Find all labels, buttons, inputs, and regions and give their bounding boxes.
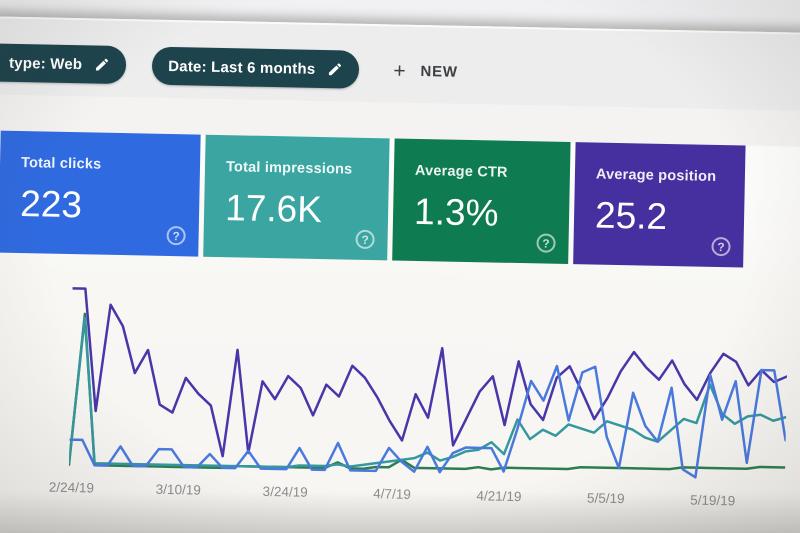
average-position-card[interactable]: Average position 25.2 ? — [573, 142, 746, 268]
date-range-chip[interactable]: Date: Last 6 months — [151, 46, 360, 89]
card-label: Average position — [595, 166, 717, 185]
x-axis-labels: 2/24/19 3/10/19 3/24/19 4/7/19 4/21/19 5/5/19… — [49, 480, 784, 520]
average-position-line — [69, 288, 788, 467]
new-filter-button[interactable]: + NEW — [393, 58, 459, 83]
help-icon[interactable]: ? — [711, 236, 731, 257]
card-label: Total clicks — [20, 155, 102, 173]
chart-canvas — [69, 268, 789, 486]
metric-cards: Total clicks 223 ? Total impressions 17.… — [0, 130, 746, 268]
card-value: 223 — [19, 183, 83, 226]
new-filter-button-label: NEW — [420, 62, 459, 81]
browser-page: type: Web Date: Last 6 months + NEW Tota… — [0, 16, 800, 533]
edit-icon[interactable] — [327, 61, 343, 77]
total-clicks-card[interactable]: Total clicks 223 ? — [0, 130, 201, 257]
plus-icon: + — [393, 58, 407, 83]
help-icon[interactable]: ? — [536, 233, 556, 253]
total-impressions-line — [69, 318, 788, 478]
report-content: Total clicks 223 ? Total impressions 17.… — [0, 129, 800, 533]
card-value: 25.2 — [594, 194, 668, 237]
card-label: Total impressions — [225, 159, 353, 178]
card-value: 1.3% — [413, 190, 499, 234]
card-value: 17.6K — [224, 187, 323, 231]
total-clicks-line — [69, 356, 787, 479]
help-icon[interactable]: ? — [355, 229, 375, 250]
average-ctr-card[interactable]: Average CTR 1.3% ? — [392, 138, 571, 265]
date-range-chip-label: Date: Last 6 months — [168, 57, 316, 78]
x-axis-tick-label: 5/19/19 — [690, 492, 736, 509]
x-axis-tick-label: 2/24/19 — [48, 479, 95, 496]
card-label: Average CTR — [414, 162, 508, 181]
x-axis-tick-label: 3/24/19 — [262, 483, 308, 500]
x-axis-tick-label: 4/21/19 — [476, 488, 522, 505]
x-axis-tick-label: 5/5/19 — [586, 490, 625, 507]
x-axis-tick-label: 3/10/19 — [155, 481, 201, 498]
x-axis-tick-label: 4/7/19 — [373, 486, 411, 502]
search-type-chip-label: type: Web — [8, 54, 83, 73]
help-icon[interactable]: ? — [166, 225, 186, 246]
search-type-chip[interactable]: type: Web — [0, 42, 127, 85]
filter-bar: type: Web Date: Last 6 months + NEW — [0, 17, 800, 112]
edit-icon[interactable] — [94, 56, 110, 72]
total-impressions-card[interactable]: Total impressions 17.6K ? — [203, 134, 390, 261]
performance-chart — [69, 268, 789, 486]
